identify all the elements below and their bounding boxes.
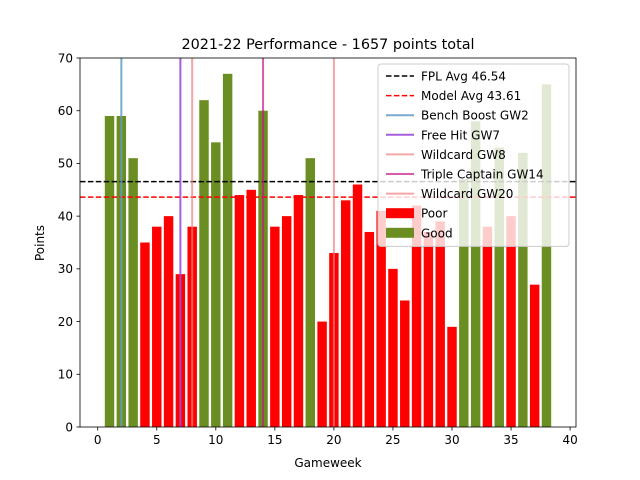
legend-item-model-avg-43-61: Model Avg 43.61 <box>386 89 521 103</box>
legend-item-bench-boost-gw2: Bench Boost GW2 <box>386 109 529 123</box>
x-tick-label: 40 <box>562 433 577 447</box>
legend-label: Wildcard GW8 <box>421 148 506 162</box>
bar-gw10 <box>211 142 221 427</box>
bar-gw24 <box>376 210 386 427</box>
x-tick-label: 20 <box>326 433 341 447</box>
legend-item-wildcard-gw20: Wildcard GW20 <box>386 187 513 201</box>
bar-gw9 <box>199 100 209 428</box>
bar-gw27 <box>411 205 422 427</box>
bar-gw25 <box>388 268 398 427</box>
legend-box <box>377 63 570 247</box>
bar-gw23 <box>364 231 375 427</box>
y-tick-label: 10 <box>58 368 73 382</box>
legend-label: Good <box>421 226 453 240</box>
bar-gw4 <box>140 242 150 427</box>
legend-label: Poor <box>421 207 447 221</box>
bar-gw13 <box>246 189 256 427</box>
bar-gw26 <box>400 300 410 427</box>
bar-gw34 <box>494 147 504 428</box>
legend-item-poor: Poor <box>386 207 447 221</box>
bar-gw15 <box>270 226 280 427</box>
legend-item-fpl-avg-46-54: FPL Avg 46.54 <box>386 70 506 84</box>
chart-title: 2021-22 Performance - 1657 points total <box>181 37 474 53</box>
legend-swatch <box>386 227 414 238</box>
bar-gw11 <box>222 73 233 427</box>
y-tick-label: 70 <box>58 51 73 65</box>
bar-gw5 <box>152 226 162 427</box>
bar-gw37 <box>529 284 540 427</box>
bar-gw12 <box>234 195 245 427</box>
y-tick-label: 50 <box>58 157 73 171</box>
legend-item-good: Good <box>386 226 453 240</box>
bar-gw29 <box>435 221 445 427</box>
y-tick-label: 0 <box>65 420 73 434</box>
y-tick-label: 20 <box>58 315 73 329</box>
x-tick-label: 30 <box>444 433 459 447</box>
bar-gw16 <box>281 216 292 427</box>
bar-gw21 <box>340 200 351 427</box>
bar-gw31 <box>459 179 469 427</box>
bar-gw1 <box>104 115 115 428</box>
bar-gw3 <box>128 158 138 427</box>
bar-gw36 <box>518 152 528 427</box>
bar-gw19 <box>317 321 327 427</box>
y-axis-label: Points <box>33 225 47 261</box>
bar-gw17 <box>293 195 304 427</box>
x-tick-label: 10 <box>208 433 223 447</box>
bar-gw33 <box>482 226 493 427</box>
bar-gw18 <box>305 158 316 427</box>
legend-item-wildcard-gw8: Wildcard GW8 <box>386 148 506 162</box>
legend-label: Bench Boost GW2 <box>421 109 529 123</box>
legend-item-free-hit-gw7: Free Hit GW7 <box>386 128 500 142</box>
y-tick-label: 60 <box>58 104 73 118</box>
bar-gw30 <box>447 326 457 427</box>
x-tick-label: 25 <box>385 433 400 447</box>
legend-label: Wildcard GW20 <box>421 187 513 201</box>
x-tick-label: 15 <box>267 433 282 447</box>
bar-gw22 <box>352 184 363 427</box>
legend-label: FPL Avg 46.54 <box>421 70 506 84</box>
legend-item-triple-captain-gw14: Triple Captain GW14 <box>386 168 544 182</box>
legend-label: Triple Captain GW14 <box>420 168 544 182</box>
axes: 0 5 10 15 20 25 30 35 40 0 10 20 30 40 50 60 70 <box>58 51 578 447</box>
bar-gw32 <box>470 121 481 427</box>
x-tick-label: 35 <box>503 433 518 447</box>
axes-frame <box>79 57 577 428</box>
x-axis-label: Gameweek <box>294 456 361 470</box>
bar-gw28 <box>423 231 434 427</box>
bar-gw6 <box>163 216 174 427</box>
y-tick-label: 30 <box>58 262 73 276</box>
legend-swatch <box>386 208 414 219</box>
legend-label: Free Hit GW7 <box>421 128 500 142</box>
y-tick-label: 40 <box>58 209 73 223</box>
legend-label: Model Avg 43.61 <box>421 89 521 103</box>
bar-gw38 <box>541 84 552 428</box>
bar-gw35 <box>506 216 516 427</box>
x-tick-label: 5 <box>153 433 161 447</box>
legend: FPL Avg 46.54 Model Avg 43.61 Bench Boost … <box>377 63 570 247</box>
x-tick-label: 0 <box>94 433 102 447</box>
